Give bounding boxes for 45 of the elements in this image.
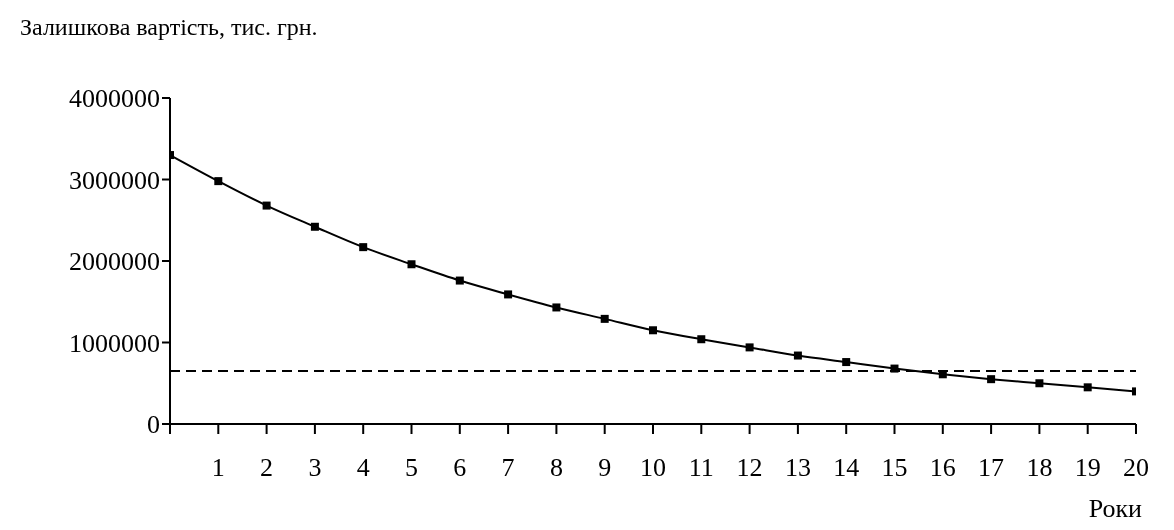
point [793, 351, 802, 360]
x-tick-label: 6 [453, 453, 467, 483]
point [1083, 383, 1092, 392]
y-tick-label: 4000000 [69, 84, 160, 114]
point [697, 335, 706, 344]
point [1035, 379, 1044, 388]
x-tick-label: 11 [688, 453, 714, 483]
x-tick-label: 9 [598, 453, 612, 483]
x-tick-label: 8 [549, 453, 563, 483]
x-tick-label: 16 [929, 453, 956, 483]
x-tick-label: 7 [501, 453, 515, 483]
y-tick-label: 2000000 [69, 247, 160, 277]
point [987, 375, 996, 384]
point [359, 243, 368, 252]
x-tick-label: 19 [1074, 453, 1101, 483]
point [600, 314, 609, 323]
y-tick-label: 0 [147, 410, 160, 440]
point [890, 364, 899, 373]
point [745, 343, 754, 352]
x-tick-label: 17 [978, 453, 1005, 483]
x-tick-label: 20 [1123, 453, 1149, 483]
y-tick-label: 3000000 [69, 165, 160, 195]
y-tick-label: 1000000 [69, 328, 160, 358]
x-tick-label: 4 [356, 453, 370, 483]
x-tick-label: 15 [881, 453, 908, 483]
point [455, 276, 464, 285]
x-axis-title: Роки [1087, 494, 1143, 524]
point [262, 201, 271, 210]
point [552, 303, 561, 312]
x-tick-label: 3 [308, 453, 322, 483]
point [842, 358, 851, 367]
point [407, 260, 416, 269]
x-tick-label: 14 [833, 453, 860, 483]
point [310, 222, 319, 231]
point [649, 326, 657, 335]
x-tick-label: 2 [260, 453, 274, 483]
point [504, 290, 513, 299]
chart-title: Залишкова вартість, тис. грн. [19, 13, 319, 42]
x-tick-label: 18 [1026, 453, 1053, 483]
x-tick-label: 5 [405, 453, 418, 483]
point [214, 177, 223, 186]
x-tick-label: 10 [640, 453, 666, 483]
x-tick-label: 1 [211, 453, 225, 483]
x-tick-label: 12 [736, 453, 763, 483]
x-tick-label: 13 [784, 453, 811, 483]
